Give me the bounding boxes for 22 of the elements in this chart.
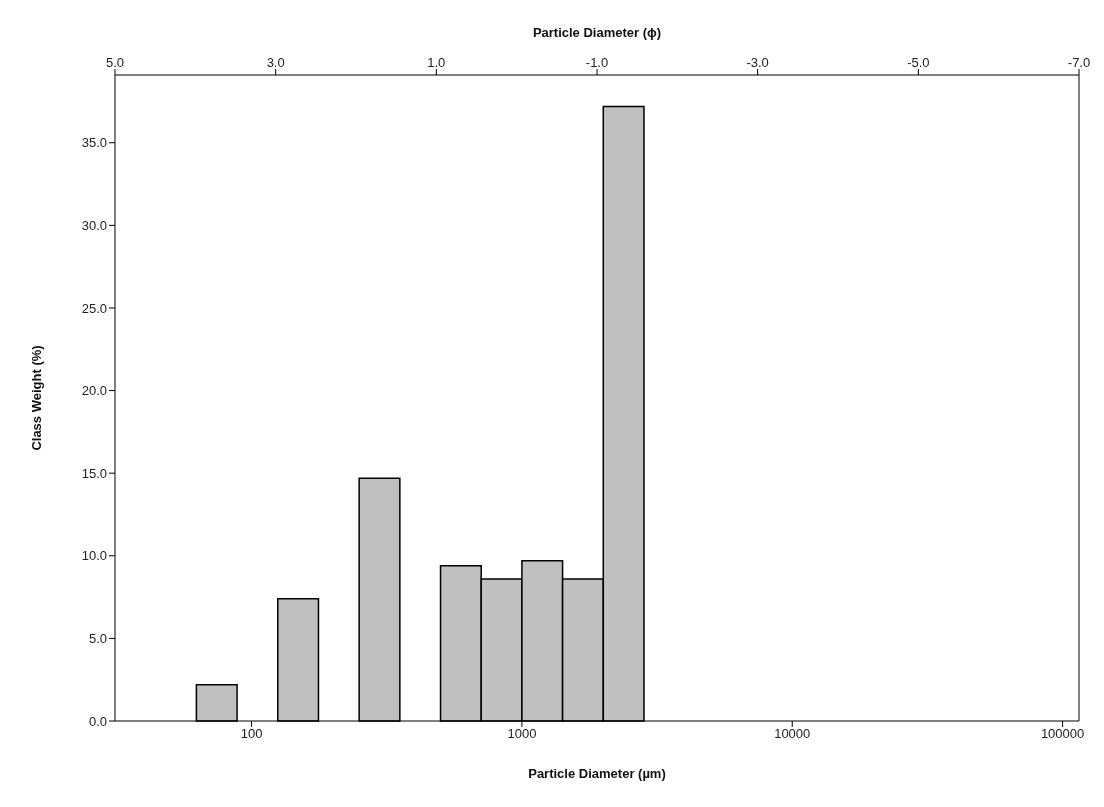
y-tick-label: 15.0 (81, 465, 107, 481)
x2-tick-label: -5.0 (907, 55, 930, 70)
y-tick-label: 25.0 (81, 300, 107, 316)
y-tick-label: 20.0 (81, 383, 107, 399)
x2-tick-label: -1.0 (585, 55, 609, 70)
y-tick-label: 10.0 (81, 548, 107, 564)
x2-tick-label: 1.0 (427, 55, 446, 70)
x2-tick-label: 5.0 (105, 55, 125, 70)
x2-tick-label: -7.0 (1067, 55, 1091, 70)
x-tick-label: 100 (240, 726, 263, 742)
x2-axis-title: Particle Diameter (ϕ) (532, 25, 662, 41)
x-tick-label: 100000 (1040, 726, 1085, 742)
x-axis-title: Particle Diameter (µm) (528, 766, 666, 781)
y-tick-label: 30.0 (81, 217, 107, 233)
x-tick-label: 1000 (507, 726, 537, 742)
x-tick-label: 10000 (774, 726, 811, 742)
x2-tick-label: -3.0 (746, 55, 769, 70)
y-tick-label: 35.0 (81, 135, 107, 151)
x2-tick-label: 3.0 (266, 55, 285, 70)
y-tick-label: 5.0 (88, 631, 107, 647)
y-tick-label: 0.0 (88, 713, 107, 729)
y-axis-title: Class Weight (%) (28, 345, 44, 451)
